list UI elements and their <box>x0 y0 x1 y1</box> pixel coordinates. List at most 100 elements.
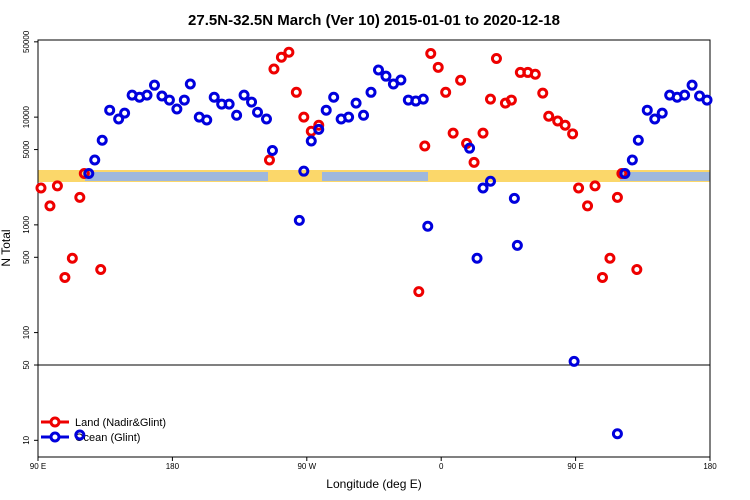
x-tick-label: 180 <box>166 462 180 471</box>
x-tick-label: 90 E <box>30 462 46 471</box>
point <box>178 94 190 106</box>
y-tick-label: 10 <box>22 435 31 444</box>
point <box>343 111 355 123</box>
point <box>141 89 153 101</box>
ocean-band <box>85 172 268 181</box>
point <box>679 89 691 101</box>
legend-marker <box>49 416 61 428</box>
y-tick-label: 10000 <box>22 105 31 128</box>
point <box>298 165 310 177</box>
point <box>223 98 235 110</box>
point <box>484 93 496 105</box>
x-tick-label: 0 <box>439 462 444 471</box>
point <box>293 214 305 226</box>
point <box>508 192 520 204</box>
point <box>567 128 579 140</box>
point <box>231 109 243 121</box>
point <box>163 94 175 106</box>
point <box>263 154 275 166</box>
point <box>290 86 302 98</box>
point <box>490 53 502 65</box>
x-tick-label: 90 E <box>567 462 583 471</box>
point <box>701 94 713 106</box>
point <box>511 239 523 251</box>
point <box>413 286 425 298</box>
point <box>148 79 160 91</box>
point <box>471 252 483 264</box>
y-tick-label: 500 <box>22 250 31 264</box>
point <box>266 145 278 157</box>
ocean-band <box>620 172 710 181</box>
point <box>35 182 47 194</box>
point <box>432 61 444 73</box>
point <box>641 104 653 116</box>
legend: Land (Nadir&Glint) Ocean (Glint) <box>41 416 166 444</box>
point <box>419 140 431 152</box>
point <box>632 134 644 146</box>
point <box>201 114 213 126</box>
point <box>208 91 220 103</box>
point <box>59 271 71 283</box>
y-tick-label: 50 <box>22 360 31 369</box>
point <box>171 103 183 115</box>
point <box>631 264 643 276</box>
y-tick-label: 5000 <box>22 140 31 158</box>
point <box>686 79 698 91</box>
point <box>320 104 332 116</box>
y-tick-label: 50000 <box>22 30 31 53</box>
x-tick-label: 180 <box>703 462 717 471</box>
point <box>184 78 196 90</box>
point <box>275 51 287 63</box>
y-tick-label: 1000 <box>22 215 31 233</box>
point <box>440 86 452 98</box>
y-axis-label: N Total <box>0 229 13 266</box>
point <box>313 123 325 135</box>
point <box>447 127 459 139</box>
x-tick-label: 90 W <box>297 462 316 471</box>
point <box>328 91 340 103</box>
point <box>268 63 280 75</box>
map-strip <box>38 170 710 182</box>
point <box>358 109 370 121</box>
point <box>313 119 325 131</box>
point <box>380 70 392 82</box>
point <box>298 111 310 123</box>
point <box>537 87 549 99</box>
point <box>422 220 434 232</box>
point <box>596 271 608 283</box>
point <box>252 106 264 118</box>
point <box>95 264 107 276</box>
point <box>89 154 101 166</box>
x-axis-label: Longitude (deg E) <box>326 477 421 491</box>
point <box>543 110 555 122</box>
point <box>568 355 580 367</box>
point <box>66 252 78 264</box>
point <box>464 142 476 154</box>
point <box>78 167 90 179</box>
point <box>477 182 489 194</box>
point <box>505 94 517 106</box>
legend-label: Ocean (Glint) <box>75 432 140 444</box>
ocean-band <box>322 172 428 181</box>
point <box>529 68 541 80</box>
point <box>96 134 108 146</box>
point <box>395 74 407 86</box>
point <box>611 428 623 440</box>
point <box>468 156 480 168</box>
legend-marker <box>49 431 61 443</box>
point <box>113 113 125 125</box>
point <box>104 104 116 116</box>
y-tick-label: 100 <box>22 325 31 339</box>
point <box>573 182 585 194</box>
point <box>74 191 86 203</box>
point <box>350 97 362 109</box>
plot-frame <box>37 39 711 458</box>
point <box>484 175 496 187</box>
point <box>455 74 467 86</box>
point <box>260 113 272 125</box>
point <box>119 107 131 119</box>
point <box>246 96 258 108</box>
point <box>83 167 95 179</box>
point <box>582 200 594 212</box>
